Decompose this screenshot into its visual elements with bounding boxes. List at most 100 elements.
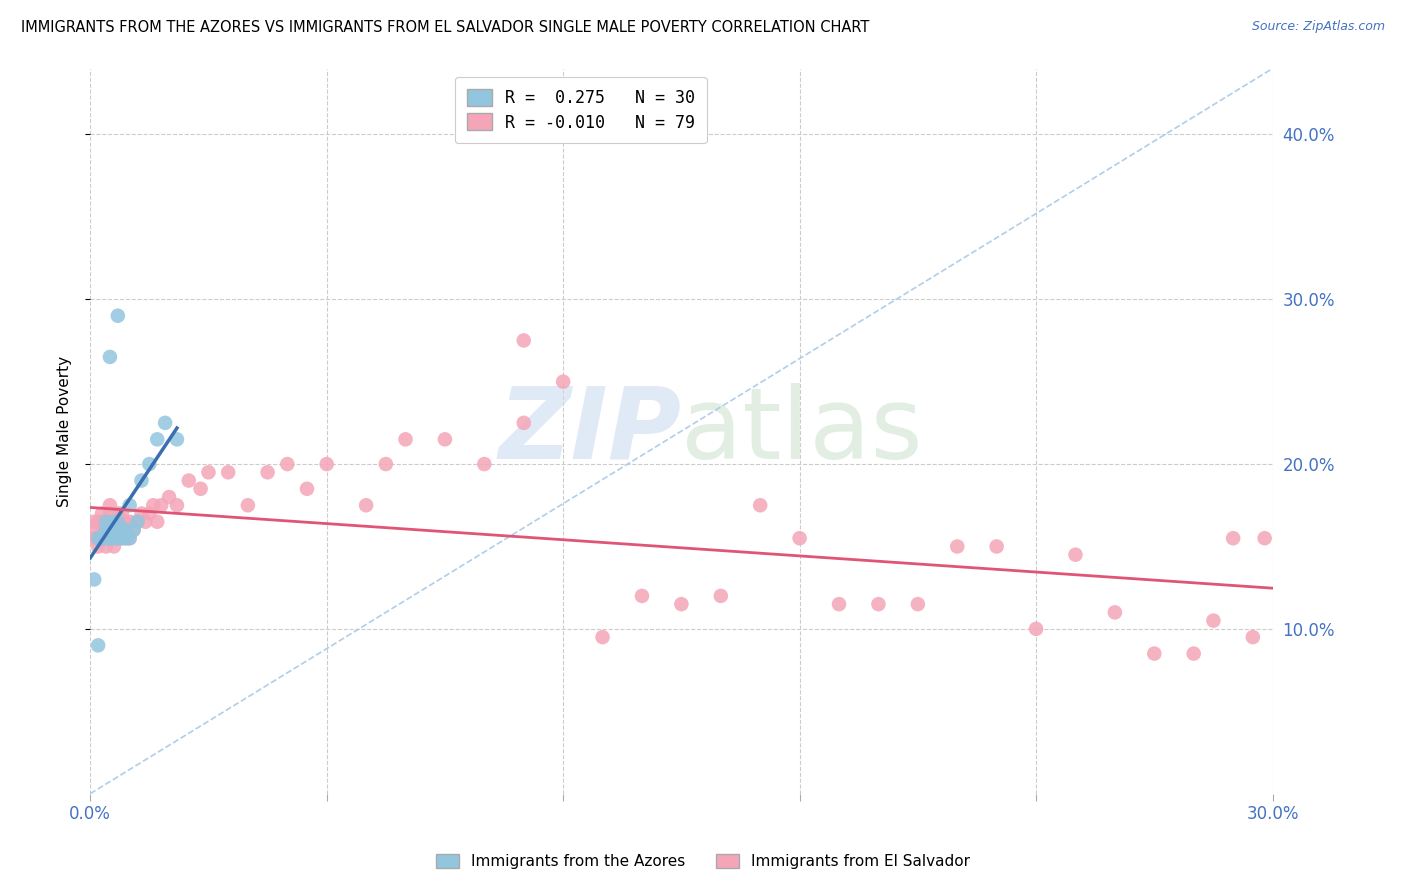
- Point: [710, 589, 733, 603]
- Point: [91, 531, 114, 545]
- Y-axis label: Single Male Poverty: Single Male Poverty: [58, 356, 72, 507]
- Point: [295, 482, 318, 496]
- Text: atlas: atlas: [682, 383, 922, 480]
- Point: [157, 490, 180, 504]
- Point: [91, 523, 114, 537]
- Point: [87, 638, 110, 652]
- Point: [986, 540, 1008, 554]
- Point: [166, 433, 188, 447]
- Point: [111, 531, 134, 545]
- Point: [1025, 622, 1047, 636]
- Point: [127, 515, 149, 529]
- Point: [94, 515, 117, 529]
- Point: [111, 523, 134, 537]
- Point: [177, 474, 200, 488]
- Point: [94, 540, 117, 554]
- Point: [94, 531, 117, 545]
- Legend: Immigrants from the Azores, Immigrants from El Salvador: Immigrants from the Azores, Immigrants f…: [430, 848, 976, 875]
- Point: [190, 482, 212, 496]
- Point: [83, 523, 105, 537]
- Point: [103, 540, 125, 554]
- Point: [150, 498, 173, 512]
- Point: [114, 515, 136, 529]
- Point: [394, 433, 416, 447]
- Point: [98, 523, 121, 537]
- Point: [374, 457, 396, 471]
- Point: [118, 498, 141, 512]
- Point: [94, 523, 117, 537]
- Point: [114, 531, 136, 545]
- Point: [103, 515, 125, 529]
- Point: [671, 597, 693, 611]
- Point: [122, 523, 145, 537]
- Point: [98, 498, 121, 512]
- Point: [91, 531, 114, 545]
- Point: [472, 457, 495, 471]
- Point: [127, 515, 149, 529]
- Point: [103, 515, 125, 529]
- Point: [592, 630, 614, 644]
- Point: [134, 515, 156, 529]
- Point: [118, 531, 141, 545]
- Point: [114, 531, 136, 545]
- Point: [197, 465, 219, 479]
- Point: [107, 523, 129, 537]
- Legend: R =  0.275   N = 30, R = -0.010   N = 79: R = 0.275 N = 30, R = -0.010 N = 79: [456, 77, 707, 144]
- Text: IMMIGRANTS FROM THE AZORES VS IMMIGRANTS FROM EL SALVADOR SINGLE MALE POVERTY CO: IMMIGRANTS FROM THE AZORES VS IMMIGRANTS…: [21, 20, 869, 35]
- Text: ZIP: ZIP: [498, 383, 682, 480]
- Point: [94, 523, 117, 537]
- Point: [1253, 531, 1275, 545]
- Point: [98, 523, 121, 537]
- Point: [111, 507, 134, 521]
- Text: Source: ZipAtlas.com: Source: ZipAtlas.com: [1251, 20, 1385, 33]
- Point: [87, 540, 110, 554]
- Point: [1064, 548, 1087, 562]
- Point: [146, 515, 169, 529]
- Point: [749, 498, 772, 512]
- Point: [142, 498, 165, 512]
- Point: [87, 531, 110, 545]
- Point: [138, 507, 160, 521]
- Point: [1202, 614, 1225, 628]
- Point: [1143, 647, 1166, 661]
- Point: [789, 531, 811, 545]
- Point: [118, 531, 141, 545]
- Point: [83, 515, 105, 529]
- Point: [111, 523, 134, 537]
- Point: [122, 523, 145, 537]
- Point: [98, 531, 121, 545]
- Point: [146, 433, 169, 447]
- Point: [868, 597, 890, 611]
- Point: [107, 523, 129, 537]
- Point: [276, 457, 298, 471]
- Point: [98, 515, 121, 529]
- Point: [103, 523, 125, 537]
- Point: [94, 531, 117, 545]
- Point: [631, 589, 654, 603]
- Point: [98, 507, 121, 521]
- Point: [553, 375, 575, 389]
- Point: [83, 531, 105, 545]
- Point: [946, 540, 969, 554]
- Point: [354, 498, 377, 512]
- Point: [118, 515, 141, 529]
- Point: [907, 597, 929, 611]
- Point: [107, 507, 129, 521]
- Point: [98, 531, 121, 545]
- Point: [1104, 606, 1126, 620]
- Point: [98, 350, 121, 364]
- Point: [131, 474, 153, 488]
- Point: [1241, 630, 1264, 644]
- Point: [138, 457, 160, 471]
- Point: [513, 416, 536, 430]
- Point: [1182, 647, 1205, 661]
- Point: [103, 531, 125, 545]
- Point: [103, 531, 125, 545]
- Point: [166, 498, 188, 512]
- Point: [111, 531, 134, 545]
- Point: [256, 465, 278, 479]
- Point: [114, 523, 136, 537]
- Point: [153, 416, 176, 430]
- Point: [87, 531, 110, 545]
- Point: [513, 334, 536, 348]
